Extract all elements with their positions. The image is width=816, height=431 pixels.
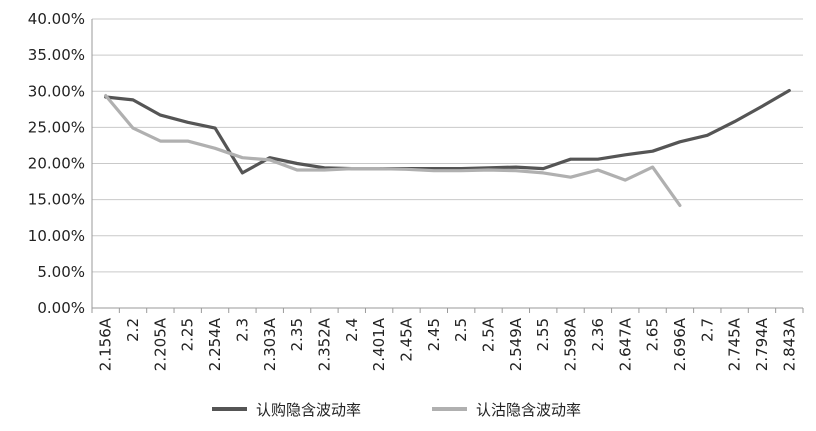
y-tick-label: 5.00% [37,263,85,281]
x-tick-label: 2.647A [616,317,634,371]
y-tick-label: 40.00% [28,10,85,28]
y-tick-label: 20.00% [28,155,85,173]
x-tick-label: 2.549A [507,317,525,371]
x-tick-label: 2.696A [671,317,689,371]
x-tick-label: 2.3 [233,318,251,342]
x-tick-label: 2.7 [698,318,716,342]
x-axis-tick-labels: 2.156A 2.2 2.205A 2.25 2.254A 2.3 2.303A 2.35 2.… [91,308,804,371]
x-tick-label: 2.65 [644,318,662,351]
x-tick-label: 2.25 [179,318,197,351]
y-tick-label: 35.00% [28,46,85,64]
series-line-call [104,88,791,175]
x-tick-label: 2.36 [589,318,607,351]
x-tick-label: 2.4 [343,318,361,342]
y-tick-label: 25.00% [28,118,85,136]
y-axis-tick-labels: 0.00% 5.00% 10.00% 15.00% 20.00% 25.00% 30.00%… [28,10,85,317]
y-tick-label: 30.00% [28,82,85,100]
legend: 认购隐含波动率 认沽隐含波动率 [212,401,581,419]
x-tick-label: 2.254A [206,317,224,371]
x-tick-label: 2.598A [562,317,580,371]
series-line-put [104,93,682,207]
x-tick-label: 2.45 [425,318,443,351]
x-tick-label: 2.5A [480,317,498,352]
x-tick-label: 2.2 [124,318,142,342]
x-tick-label: 2.5 [452,318,470,342]
x-tick-label: 2.352A [315,317,333,371]
legend-label-call: 认购隐含波动率 [256,401,361,419]
legend-label-put: 认沽隐含波动率 [476,401,581,419]
x-tick-label: 2.35 [288,318,306,351]
y-tick-label: 15.00% [28,191,85,209]
x-tick-label: 2.55 [534,318,552,351]
x-tick-label: 2.745A [726,317,744,371]
x-tick-label: 2.401A [370,317,388,371]
x-tick-label: 2.794A [753,317,771,371]
x-tick-label: 2.843A [780,317,798,371]
x-tick-label: 2.303A [261,317,279,371]
series-lines [104,88,791,207]
x-tick-label: 2.45A [397,317,415,361]
y-tick-label: 0.00% [37,299,85,317]
y-tick-label: 10.00% [28,227,85,245]
x-tick-label: 2.156A [97,317,115,371]
x-tick-label: 2.205A [151,317,169,371]
